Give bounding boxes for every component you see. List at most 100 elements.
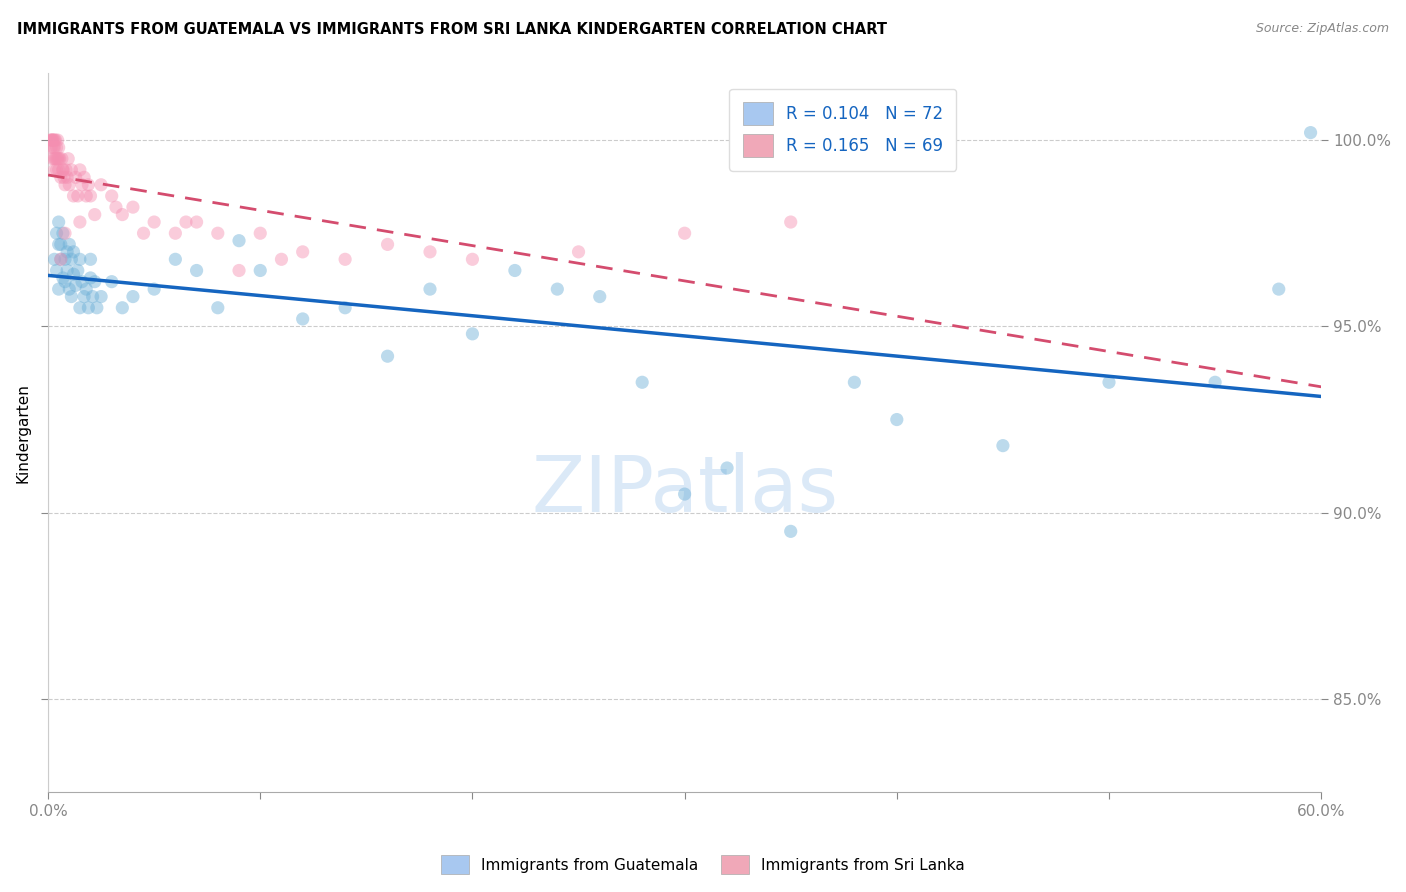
Point [52, 170, 75, 185]
Point [44, 162, 66, 177]
Point [66, 189, 89, 203]
Point [45, 140, 67, 154]
Point [53, 275, 76, 289]
Point [51, 152, 73, 166]
Point [48, 237, 70, 252]
Point [377, 349, 399, 363]
Point [58, 178, 80, 192]
Point [41, 152, 63, 166]
Point [111, 301, 134, 315]
Point [49, 237, 72, 252]
Point [249, 226, 271, 240]
Point [44, 252, 66, 267]
Point [165, 226, 187, 240]
Point [60, 162, 83, 177]
Point [45, 263, 67, 277]
Point [143, 282, 166, 296]
Point [79, 252, 101, 267]
Point [41, 133, 63, 147]
Point [1267, 282, 1289, 296]
Point [86, 301, 108, 315]
Legend: R = 0.104   N = 72, R = 0.165   N = 69: R = 0.104 N = 72, R = 0.165 N = 69 [730, 88, 956, 170]
Point [77, 178, 100, 192]
Point [673, 226, 696, 240]
Point [58, 152, 80, 166]
Point [503, 263, 526, 277]
Point [291, 312, 314, 326]
Point [65, 278, 87, 293]
Point [45, 162, 67, 177]
Point [143, 215, 166, 229]
Point [58, 282, 80, 296]
Point [44, 133, 66, 147]
Point [546, 282, 568, 296]
Point [49, 252, 72, 267]
Point [60, 289, 83, 303]
Point [66, 263, 89, 277]
Point [122, 200, 145, 214]
Point [419, 282, 441, 296]
Point [60, 252, 83, 267]
Point [1098, 376, 1121, 390]
Point [461, 252, 484, 267]
Point [567, 244, 589, 259]
Point [49, 170, 72, 185]
Point [52, 271, 75, 285]
Point [100, 189, 122, 203]
Point [419, 244, 441, 259]
Text: IMMIGRANTS FROM GUATEMALA VS IMMIGRANTS FROM SRI LANKA KINDERGARTEN CORRELATION : IMMIGRANTS FROM GUATEMALA VS IMMIGRANTS … [17, 22, 887, 37]
Point [77, 301, 100, 315]
Point [122, 289, 145, 303]
Point [48, 162, 70, 177]
Point [1204, 376, 1226, 390]
Point [70, 178, 93, 192]
Point [70, 275, 93, 289]
Point [44, 152, 66, 166]
Point [45, 226, 67, 240]
Point [62, 244, 84, 259]
Point [186, 263, 208, 277]
Point [48, 215, 70, 229]
Point [104, 200, 127, 214]
Point [69, 301, 91, 315]
Point [39, 133, 62, 147]
Point [132, 226, 155, 240]
Point [291, 244, 314, 259]
Point [228, 234, 250, 248]
Point [673, 487, 696, 501]
Point [69, 252, 91, 267]
Y-axis label: Kindergarten: Kindergarten [15, 383, 30, 483]
Point [991, 439, 1014, 453]
Point [73, 289, 96, 303]
Point [100, 275, 122, 289]
Point [79, 271, 101, 285]
Point [249, 263, 271, 277]
Text: Source: ZipAtlas.com: Source: ZipAtlas.com [1256, 22, 1389, 36]
Point [270, 252, 292, 267]
Point [46, 152, 69, 166]
Point [52, 162, 75, 177]
Point [83, 275, 105, 289]
Point [48, 152, 70, 166]
Point [716, 461, 738, 475]
Point [48, 140, 70, 154]
Point [589, 289, 612, 303]
Point [53, 226, 76, 240]
Point [69, 215, 91, 229]
Point [75, 282, 97, 296]
Point [65, 170, 87, 185]
Point [779, 215, 801, 229]
Point [73, 170, 96, 185]
Point [53, 252, 76, 267]
Point [55, 162, 77, 177]
Point [333, 252, 356, 267]
Point [56, 263, 79, 277]
Text: ZIPatlas: ZIPatlas [531, 452, 838, 528]
Point [52, 162, 75, 177]
Point [48, 152, 70, 166]
Point [165, 252, 187, 267]
Point [39, 140, 62, 154]
Point [41, 133, 63, 147]
Point [90, 178, 112, 192]
Legend: Immigrants from Guatemala, Immigrants from Sri Lanka: Immigrants from Guatemala, Immigrants fr… [436, 849, 970, 880]
